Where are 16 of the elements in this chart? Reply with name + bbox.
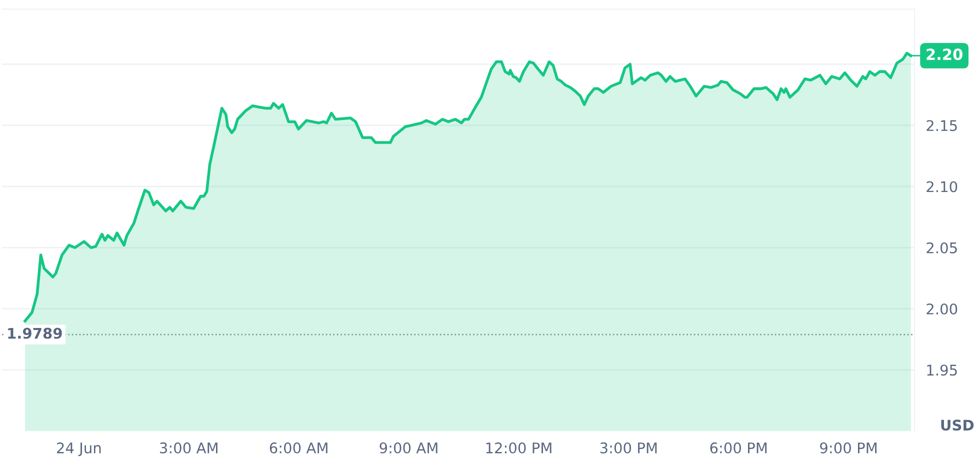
y-axis-title: USD	[941, 420, 974, 431]
x-tick-label: 6:00 PM	[710, 442, 767, 454]
y-tick-label: 2.15	[926, 120, 957, 132]
y-tick-label: 2.05	[926, 242, 957, 254]
y-tick-label: 1.95	[927, 364, 957, 376]
y-tick-label: 2.10	[926, 181, 958, 192]
x-tick-label: 12:00 PM	[486, 442, 552, 454]
y-tick-label: 2.00	[926, 303, 958, 315]
x-tick-label: 6:00 AM	[270, 442, 328, 454]
x-tick-label: 3:00 AM	[160, 442, 218, 454]
x-tick-label: 9:00 PM	[820, 442, 876, 454]
ref-line-label: 1.9789	[8, 328, 62, 339]
x-tick-label: 3:00 PM	[600, 442, 657, 454]
x-tick-label: 9:00 AM	[380, 442, 438, 454]
annotation: 2.20	[926, 48, 962, 60]
x-tick-label: 24 Jun	[56, 442, 101, 456]
